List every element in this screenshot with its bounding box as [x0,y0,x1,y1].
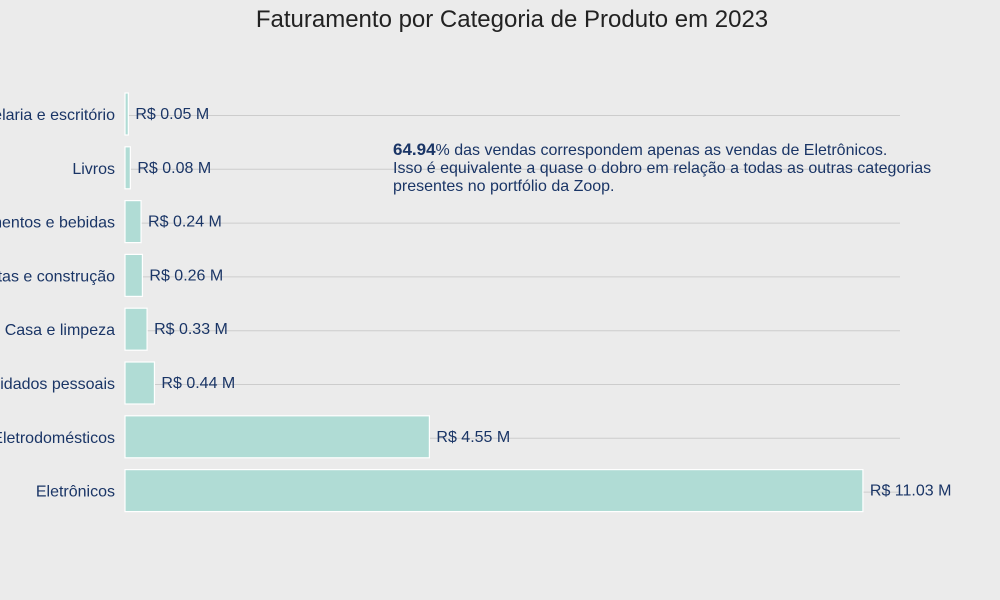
annotation-line-1: 64.94% das vendas correspondem apenas as… [393,141,993,160]
annotation-line-3: presentes no portfólio da Zoop. [393,178,615,195]
value-label: R$ 0.05 M [135,106,209,123]
value-label: R$ 0.08 M [137,160,211,177]
annotation-line-1-text: % das vendas correspondem apenas as vend… [435,142,888,159]
highlight-percentage: 64.94 [393,140,436,159]
category-label: Livros [72,161,115,178]
value-label: R$ 11.03 M [870,483,952,500]
category-labels: Papelaria e escritório Livros Alimentos e … [0,107,115,501]
category-label: Beleza e cuidados pessoais [0,376,115,393]
category-label: Casa e limpeza [5,322,115,339]
annotation-line-2: Isso é equivalente a quase o dobro em re… [393,160,932,177]
bar [124,307,148,351]
value-label: R$ 0.26 M [149,267,223,284]
bar [124,361,156,405]
bar [124,92,129,136]
chart-title: Faturamento por Categoria de Produto em … [255,6,769,33]
category-label: Eletrônicos [36,484,115,501]
bar [124,200,142,244]
category-label: Eletrodomésticos [0,430,115,447]
insight-annotation: 64.94% das vendas correspondem apenas as… [393,141,993,196]
value-label: R$ 0.24 M [148,214,222,231]
value-label: R$ 4.55 M [436,429,510,446]
bar [124,146,131,190]
category-label: Alimentos e bebidas [0,215,115,232]
bar [124,469,864,513]
value-label: R$ 0.33 M [154,321,228,338]
bar [124,253,143,297]
bars [124,92,864,513]
bar [124,415,430,459]
value-label: R$ 0.44 M [161,375,235,392]
category-label: Ferramentas e construção [0,268,115,285]
category-label: Papelaria e escritório [0,107,115,124]
value-labels: R$ 0.05 M R$ 0.08 M R$ 0.24 M R$ 0.26 M R$ 0… [135,106,951,500]
